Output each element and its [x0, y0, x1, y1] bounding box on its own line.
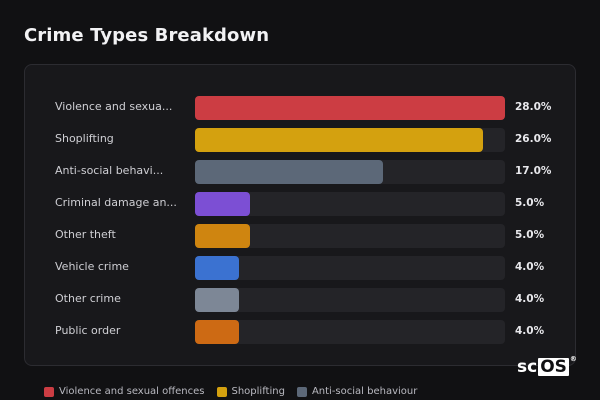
- category-label: Criminal damage an...: [55, 196, 177, 209]
- bar: [195, 96, 505, 120]
- scos-logo: sc OS ®: [517, 355, 577, 377]
- legend-item: Violence and sexual offences: [44, 386, 205, 397]
- category-label: Violence and sexua...: [55, 100, 173, 113]
- value-label: 5.0%: [515, 229, 545, 241]
- bar-track: [195, 192, 505, 216]
- value-label: 28.0%: [515, 101, 552, 113]
- value-label: 5.0%: [515, 197, 545, 209]
- bar-row: Other theft 5.0%: [25, 224, 577, 248]
- bar: [195, 160, 383, 184]
- bar-row: Other crime 4.0%: [25, 288, 577, 312]
- bar-track: [195, 320, 505, 344]
- legend-label: Violence and sexual offences: [59, 386, 205, 397]
- legend-label: Shoplifting: [231, 386, 285, 397]
- bar-row: Criminal damage an... 5.0%: [25, 192, 577, 216]
- category-label: Public order: [55, 324, 121, 337]
- value-label: 4.0%: [515, 261, 545, 273]
- category-label: Anti-social behavi...: [55, 164, 164, 177]
- value-label: 4.0%: [515, 293, 545, 305]
- legend-swatch: [296, 386, 307, 397]
- chart-card: Violence and sexua... 28.0% Shoplifting 26.…: [24, 64, 576, 366]
- bar-row: Shoplifting 26.0%: [25, 128, 577, 152]
- bar-track: [195, 96, 505, 120]
- legend-label: Anti-social behaviour: [311, 386, 418, 397]
- legend-swatch: [216, 386, 227, 397]
- bar-track: [195, 160, 505, 184]
- bar-row: Vehicle crime 4.0%: [25, 256, 577, 280]
- bar: [195, 256, 239, 280]
- bar: [195, 224, 250, 248]
- bar-row: Public order 4.0%: [25, 320, 577, 344]
- bar: [195, 192, 250, 216]
- bar-track: [195, 288, 505, 312]
- value-label: 4.0%: [515, 325, 545, 337]
- category-label: Other theft: [55, 228, 116, 241]
- category-label: Shoplifting: [55, 132, 114, 145]
- bar-track: [195, 128, 505, 152]
- bar-row: Violence and sexua... 28.0%: [25, 96, 577, 120]
- bar-row: Anti-social behavi... 17.0%: [25, 160, 577, 184]
- bar: [195, 320, 239, 344]
- category-label: Other crime: [55, 292, 121, 305]
- value-label: 17.0%: [515, 165, 552, 177]
- legend-item: Anti-social behaviour: [296, 386, 418, 397]
- legend-item: Shoplifting: [216, 386, 285, 397]
- category-label: Vehicle crime: [55, 260, 129, 273]
- legend-swatch: [44, 386, 54, 397]
- chart-title: Crime Types Breakdown: [24, 25, 270, 46]
- bar: [195, 128, 483, 152]
- bar-track: [195, 256, 505, 280]
- value-label: 26.0%: [515, 133, 552, 145]
- bar: [195, 288, 239, 312]
- chart-legend: Violence and sexual offences Shoplifting A…: [44, 386, 417, 397]
- bar-track: [195, 224, 505, 248]
